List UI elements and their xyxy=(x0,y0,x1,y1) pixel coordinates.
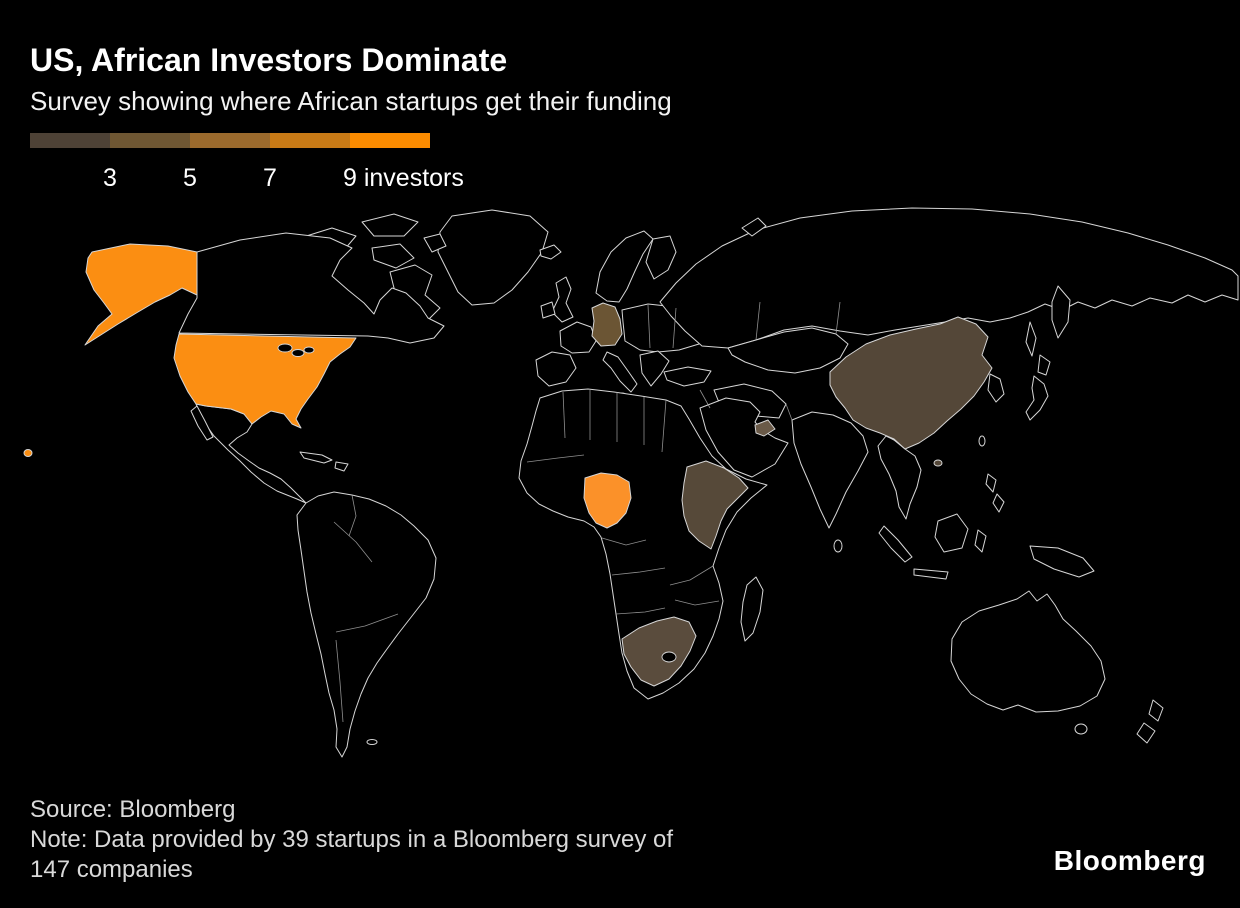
country-lesotho-hole xyxy=(661,651,677,663)
landmass-new-zealand-north xyxy=(1148,699,1164,722)
landmass-falklands xyxy=(366,739,378,745)
landmass-greenland xyxy=(437,209,549,306)
landmass-kamchatka xyxy=(1051,285,1071,339)
landmass-australia xyxy=(950,590,1106,713)
landmass-borneo xyxy=(934,513,969,553)
landmass-india xyxy=(791,411,869,529)
legend-swatch-2 xyxy=(110,133,190,148)
country-germany xyxy=(591,302,623,347)
legend-swatch-4 xyxy=(270,133,350,148)
landmass-great-britain xyxy=(551,276,574,323)
country-hainan xyxy=(933,459,943,467)
landmass-philippines xyxy=(992,493,1005,513)
highlighted-countries xyxy=(23,243,993,687)
landmass-france xyxy=(559,321,597,354)
landmass-south-america xyxy=(296,491,437,758)
landmass-mexico-central-america xyxy=(195,403,307,504)
landmass-new-guinea xyxy=(1029,545,1095,578)
source-line: Source: Bloomberg xyxy=(30,796,236,823)
legend-swatch-5 xyxy=(350,133,430,148)
landmass-arctic-island xyxy=(361,213,419,237)
great-lakes xyxy=(277,343,293,353)
bloomberg-logo: Bloomberg xyxy=(1053,845,1206,876)
chart-subtitle: Survey showing where African startups ge… xyxy=(30,86,672,116)
landmass-madagascar xyxy=(740,576,764,642)
great-lakes xyxy=(303,346,315,354)
landmass-sulawesi xyxy=(974,529,987,553)
legend-tick-3: 3 xyxy=(103,164,117,192)
legend-swatch-1 xyxy=(30,133,110,148)
country-ethiopia-kenya xyxy=(681,460,749,550)
country-borders xyxy=(333,301,841,723)
legend-tick-5: 5 xyxy=(183,164,197,192)
landmass-iberia xyxy=(535,351,577,387)
landmass-iceland xyxy=(539,244,562,260)
source-note: Source: Bloomberg Note: Data provided by… xyxy=(30,795,673,885)
landmass-scandinavia xyxy=(595,230,654,303)
landmass-balkans-greece xyxy=(639,350,670,387)
legend-swatch-3 xyxy=(190,133,270,148)
landmass-hispaniola xyxy=(334,461,349,472)
landmass-canada xyxy=(178,232,445,344)
landmass-tasmania xyxy=(1074,723,1088,735)
chart-title: US, African Investors Dominate xyxy=(30,42,508,78)
landmass-korea xyxy=(987,373,1005,403)
landmass-arabia xyxy=(699,397,789,478)
country-hawaii xyxy=(23,449,33,457)
landmass-central-asia xyxy=(727,327,849,374)
landmass-ireland xyxy=(540,301,556,319)
landmass-novaya-zemlya xyxy=(741,217,767,237)
country-united-states xyxy=(173,333,357,429)
great-lakes xyxy=(291,349,305,357)
landmass-arctic-island xyxy=(423,233,447,253)
legend-tick-labels: 3 5 7 9 investors xyxy=(30,164,550,192)
country-uae xyxy=(754,419,776,437)
legend-tick-9-investors: 9 investors xyxy=(343,164,464,192)
landmass-turkey xyxy=(663,366,712,387)
landmass-russia xyxy=(659,207,1239,349)
country-alaska xyxy=(84,243,198,346)
landmass-baja xyxy=(190,405,214,441)
landmass-indochina xyxy=(877,435,922,520)
landmass-finland xyxy=(645,235,677,280)
note-line-1: Note: Data provided by 39 startups in a … xyxy=(30,826,674,853)
landmass-cuba xyxy=(299,451,333,464)
country-south-africa xyxy=(621,616,697,687)
landmass-italy xyxy=(602,351,638,393)
legend-tick-7: 7 xyxy=(263,164,277,192)
landmass-hokkaido xyxy=(1037,354,1051,376)
landmass-sumatra xyxy=(878,525,913,563)
landmass-arctic-island xyxy=(371,243,415,269)
landmass-sakhalin xyxy=(1025,321,1037,357)
landmass-new-zealand-south xyxy=(1136,722,1156,744)
color-scale-legend xyxy=(30,133,430,148)
landmass-japan xyxy=(1025,375,1049,421)
country-nigeria xyxy=(583,472,632,529)
landmass-philippines xyxy=(985,473,997,493)
landmass-java xyxy=(913,568,949,580)
landmass-sri-lanka xyxy=(833,539,843,553)
note-line-2: 147 companies xyxy=(30,856,193,883)
landmass-taiwan xyxy=(978,435,986,447)
country-china xyxy=(829,316,993,450)
